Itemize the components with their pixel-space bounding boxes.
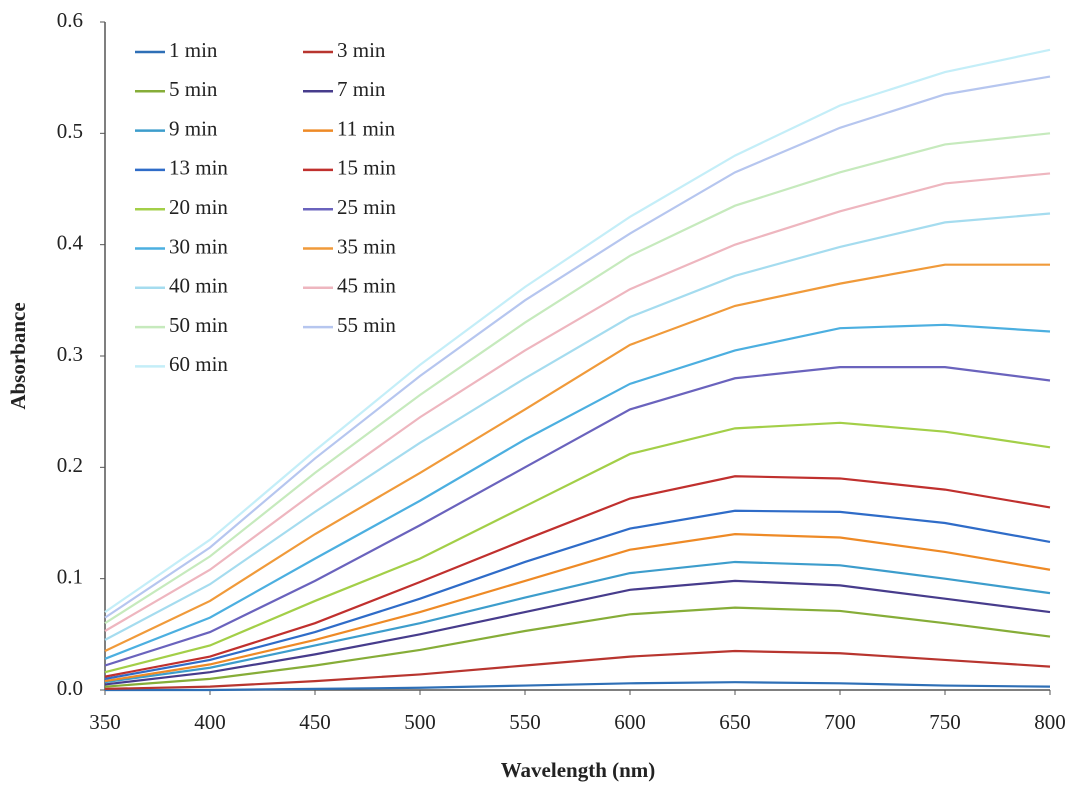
x-axis-title: Wavelength (nm) bbox=[501, 758, 656, 782]
series-line bbox=[104, 649, 1051, 690]
legend-label: 7 min bbox=[337, 77, 386, 101]
y-tick-label: 0.1 bbox=[57, 564, 83, 588]
y-axis-title: Absorbance bbox=[6, 302, 30, 409]
series-line bbox=[104, 509, 1051, 680]
x-tick-label: 550 bbox=[509, 710, 541, 734]
y-tick-label: 0.6 bbox=[57, 8, 83, 32]
legend-label: 30 min bbox=[169, 234, 228, 258]
series-line bbox=[104, 533, 1051, 683]
x-tick-label: 700 bbox=[824, 710, 856, 734]
x-tick-label: 350 bbox=[89, 710, 121, 734]
series-line bbox=[104, 421, 1051, 674]
series-line bbox=[104, 366, 1051, 667]
legend-label: 45 min bbox=[337, 274, 396, 298]
legend-label: 20 min bbox=[169, 195, 228, 219]
series-line bbox=[104, 323, 1051, 660]
x-tick-label: 500 bbox=[404, 710, 436, 734]
legend-label: 55 min bbox=[337, 313, 396, 337]
legend-label: 9 min bbox=[169, 116, 218, 140]
legend-label: 3 min bbox=[337, 38, 386, 62]
y-tick-label: 0.0 bbox=[57, 676, 83, 700]
series-line bbox=[104, 579, 1051, 686]
legend-label: 40 min bbox=[169, 274, 228, 298]
series-line bbox=[104, 172, 1051, 632]
series-line bbox=[104, 263, 1050, 653]
x-tick-label: 400 bbox=[194, 710, 226, 734]
legend-label: 25 min bbox=[337, 195, 396, 219]
legend-label: 11 min bbox=[337, 116, 396, 140]
legend-label: 1 min bbox=[169, 38, 218, 62]
legend-label: 50 min bbox=[169, 313, 228, 337]
y-tick-label: 0.5 bbox=[57, 119, 83, 143]
x-tick-label: 600 bbox=[614, 710, 646, 734]
y-tick-label: 0.2 bbox=[57, 453, 83, 477]
series-line bbox=[105, 681, 1051, 692]
legend-label: 15 min bbox=[337, 156, 396, 180]
series-line bbox=[104, 48, 1051, 613]
series-line bbox=[104, 212, 1051, 641]
series-line bbox=[104, 132, 1051, 625]
series-line bbox=[104, 606, 1051, 688]
x-tick-label: 750 bbox=[929, 710, 961, 734]
x-tick-label: 800 bbox=[1034, 710, 1066, 734]
series-line bbox=[104, 560, 1051, 684]
legend-label: 35 min bbox=[337, 234, 396, 258]
series-line bbox=[104, 75, 1051, 619]
legend-label: 60 min bbox=[169, 352, 228, 376]
x-tick-label: 650 bbox=[719, 710, 751, 734]
y-tick-label: 0.3 bbox=[57, 342, 83, 366]
x-tick-label: 450 bbox=[299, 710, 331, 734]
y-tick-label: 0.4 bbox=[57, 230, 84, 254]
legend-label: 13 min bbox=[169, 156, 228, 180]
series-line bbox=[104, 475, 1051, 678]
legend-label: 5 min bbox=[169, 77, 218, 101]
